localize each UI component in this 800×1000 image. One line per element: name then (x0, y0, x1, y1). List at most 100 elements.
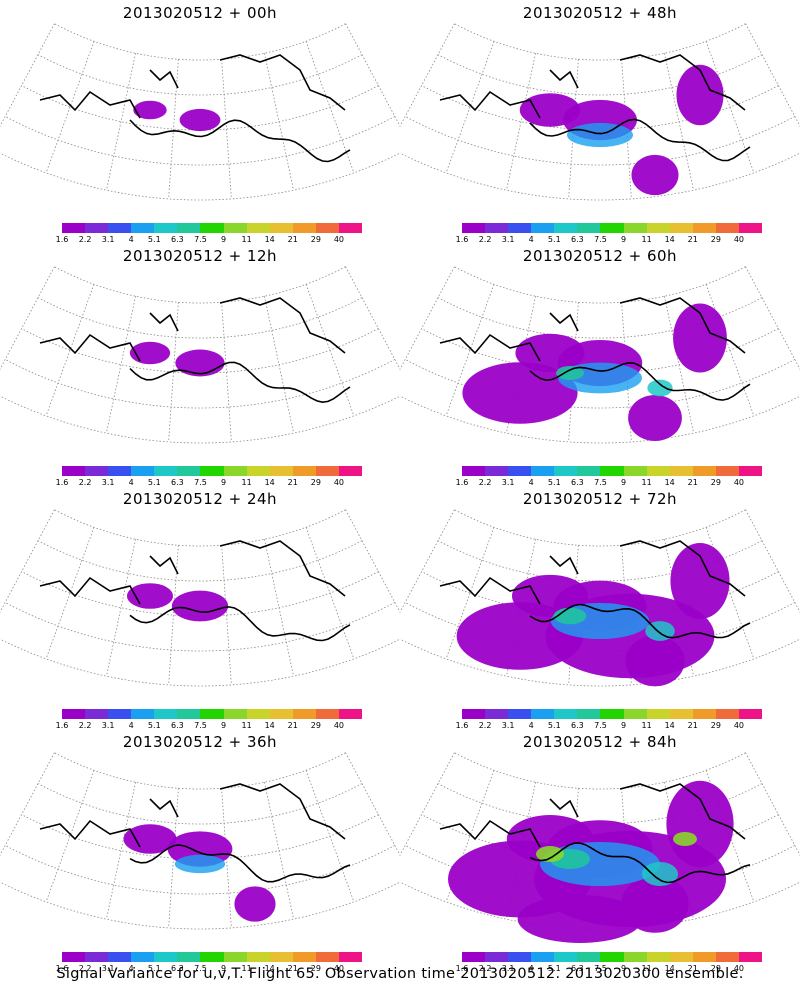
colorbar-swatch (108, 952, 132, 962)
colorbar-swatch (154, 223, 178, 233)
colorbar-tick-label: 21 (287, 478, 298, 487)
colorbar-labels: 1.6 2.2 3.1 4 5.1 6.3 7.5 9 11 14 21 29 40 (456, 721, 762, 731)
colorbar-swatch (269, 466, 293, 476)
colorbar-tick-label: 4 (128, 964, 134, 973)
colorbar-swatch (462, 466, 486, 476)
colorbar-tick-label: 6.3 (171, 235, 184, 244)
colorbar-swatch (577, 952, 601, 962)
colorbar-swatch (62, 709, 86, 719)
colorbar-tick-label: 9 (620, 235, 627, 244)
colorbar-swatch (531, 952, 555, 962)
colorbar-swatch (85, 466, 109, 476)
colorbar-swatch (131, 223, 155, 233)
colorbar-tick-label: 2.2 (78, 964, 92, 973)
figure-caption: Signal Variance for u,v,T. Flight 65. Ob… (56, 966, 744, 982)
colorbar-tick-label: 5.1 (147, 235, 161, 244)
colorbar-tick-label: 7.5 (594, 478, 607, 487)
colorbar-tick-label: 1.6 (455, 964, 469, 973)
colorbar-swatch (108, 223, 132, 233)
colorbar-tick-label: 5.1 (147, 721, 161, 730)
colorbar-swatch (246, 223, 270, 233)
colorbar-swatch (554, 223, 578, 233)
map-plot (0, 23, 400, 201)
forecast-panel: 2013020512 + 60h 1.6 2.2 3.1 4 5.1 6.3 7.5 9 11 14… (400, 243, 800, 487)
colorbar-labels: 1.6 2.2 3.1 4 5.1 6.3 7.5 9 11 14 21 29 40 (56, 964, 362, 974)
colorbar-tick-label: 29 (310, 721, 321, 730)
colorbar-tick-label: 3.1 (501, 721, 515, 730)
colorbar (462, 709, 763, 719)
forecast-panel: 2013020512 + 84h 1.6 2.2 3.1 4 5.1 6.3 7.5 9 11 14… (400, 729, 800, 973)
colorbar-swatch (315, 709, 339, 719)
colorbar-tick-label: 6.3 (171, 478, 184, 487)
colorbar-swatch (646, 223, 670, 233)
map-plot (0, 509, 400, 687)
colorbar-tick-label: 4 (528, 478, 534, 487)
colorbar-swatch (485, 952, 509, 962)
colorbar-swatch (669, 223, 693, 233)
colorbar-swatch (577, 223, 601, 233)
colorbar-labels: 1.6 2.2 3.1 4 5.1 6.3 7.5 9 11 14 21 29 40 (456, 478, 762, 488)
colorbar-swatch (646, 952, 670, 962)
panel-title: 2013020512 + 00h (122, 4, 278, 22)
panel-title: 2013020512 + 24h (122, 490, 278, 508)
colorbar-tick-label: 29 (710, 478, 721, 487)
colorbar-tick-label: 29 (710, 235, 721, 244)
colorbar-swatch (623, 709, 647, 719)
colorbar-swatch (715, 952, 739, 962)
colorbar-tick-label: 9 (220, 721, 227, 730)
colorbar-tick-label: 21 (687, 478, 698, 487)
colorbar-swatch (246, 709, 270, 719)
colorbar-tick-label: 1.6 (55, 478, 69, 487)
colorbar-tick-label: 40 (733, 235, 745, 244)
colorbar-swatch (600, 223, 624, 233)
colorbar-tick-label: 29 (310, 964, 321, 973)
colorbar-swatch (269, 223, 293, 233)
colorbar-tick-label: 5.1 (547, 478, 561, 487)
colorbar-tick-label: 21 (687, 721, 698, 730)
variance-field (456, 542, 730, 687)
colorbar-swatch (554, 952, 578, 962)
colorbar-tick-label: 11 (641, 478, 652, 487)
colorbar-swatch (600, 466, 624, 476)
colorbar-tick-label: 5.1 (147, 964, 161, 973)
panel-title: 2013020512 + 12h (122, 247, 278, 265)
colorbar-swatch (669, 709, 693, 719)
colorbar-labels: 1.6 2.2 3.1 4 5.1 6.3 7.5 9 11 14 21 29 40 (56, 478, 362, 488)
colorbar-swatch (646, 709, 670, 719)
colorbar-swatch (508, 223, 532, 233)
colorbar-swatch (62, 952, 86, 962)
colorbar-swatch (462, 223, 486, 233)
colorbar-tick-label: 40 (733, 478, 745, 487)
colorbar-swatch (85, 223, 109, 233)
colorbar-tick-label: 14 (664, 721, 675, 730)
colorbar-swatch (531, 709, 555, 719)
map-plot (400, 23, 800, 201)
colorbar-swatch (485, 466, 509, 476)
colorbar-swatch (623, 952, 647, 962)
colorbar-swatch (292, 709, 316, 719)
coastline (439, 783, 751, 884)
map-plot (400, 752, 800, 943)
colorbar-tick-label: 14 (264, 235, 275, 244)
colorbar-tick-label: 7.5 (594, 721, 607, 730)
coastline (39, 297, 351, 404)
colorbar-tick-label: 6.3 (171, 964, 184, 973)
colorbar-swatch (62, 223, 86, 233)
coastline (39, 54, 351, 163)
colorbar-tick-label: 14 (264, 478, 275, 487)
colorbar-tick-label: 7.5 (194, 964, 207, 973)
colorbar-swatch (577, 466, 601, 476)
colorbar-tick-label: 40 (733, 721, 745, 730)
colorbar-tick-label: 40 (333, 478, 345, 487)
colorbar-tick-label: 7.5 (194, 478, 207, 487)
map-plot (0, 266, 400, 444)
colorbar-swatch (738, 466, 763, 476)
colorbar-swatch (646, 466, 670, 476)
colorbar-swatch (531, 223, 555, 233)
colorbar-tick-label: 2.2 (478, 478, 492, 487)
colorbar-labels: 1.6 2.2 3.1 4 5.1 6.3 7.5 9 11 14 21 29 40 (456, 235, 762, 245)
colorbar-swatch (623, 223, 647, 233)
map-plot (400, 266, 800, 444)
colorbar-tick-label: 2.2 (78, 235, 92, 244)
forecast-panel: 2013020512 + 72h 1.6 2.2 3.1 4 5.1 6.3 7.5 9 11 14… (400, 486, 800, 730)
